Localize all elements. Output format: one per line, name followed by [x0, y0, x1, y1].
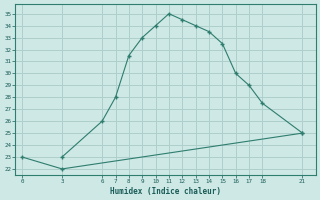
X-axis label: Humidex (Indice chaleur): Humidex (Indice chaleur)	[110, 187, 221, 196]
